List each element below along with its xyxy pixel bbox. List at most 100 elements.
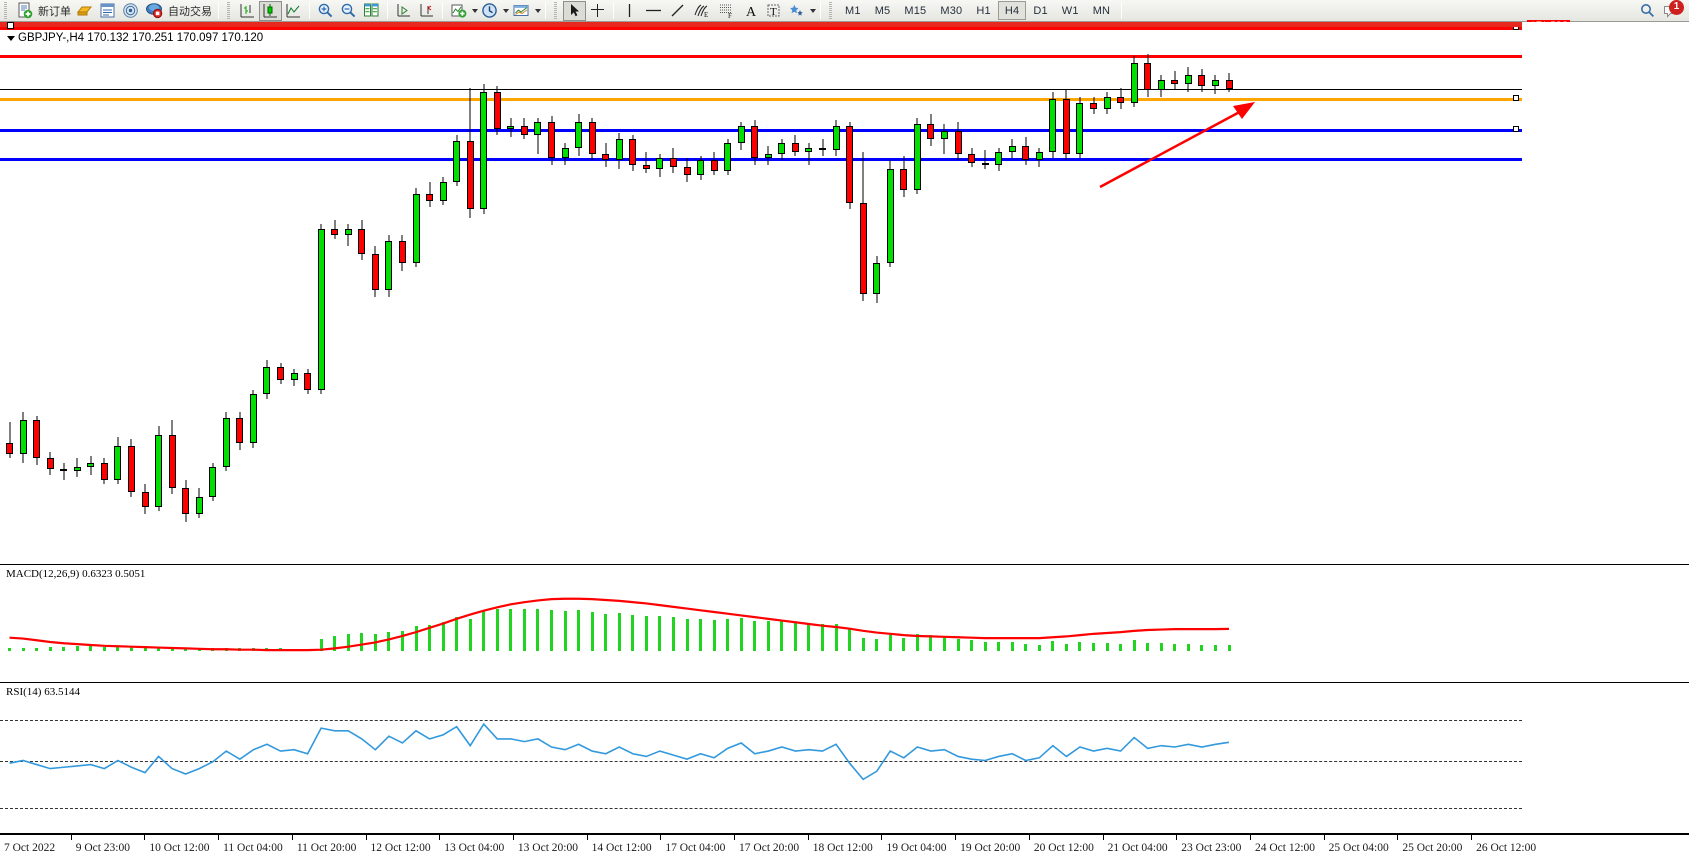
timeframe-m15[interactable]: M15 (904, 4, 927, 17)
candle-body-bullish (453, 141, 461, 182)
candle-body-bullish (222, 417, 230, 467)
price-level-line[interactable] (0, 89, 1522, 91)
candlestick (141, 22, 149, 564)
price-panel[interactable]: GBPJPY-,H4 170.132 170.251 170.097 170.1… (0, 22, 1689, 565)
indicators-caret-icon[interactable] (472, 8, 478, 13)
text-label-tool-button[interactable]: T (762, 1, 785, 21)
candle-body-bearish (981, 162, 989, 165)
indicators-button[interactable] (447, 1, 470, 21)
timeframe-m1[interactable]: M1 (845, 4, 861, 17)
macd-plot-area[interactable] (0, 565, 1522, 682)
time-axis[interactable]: 7 Oct 2022 9 Oct 23:00 10 Oct 12:00 11 Oct … (0, 834, 1689, 860)
toolbar-grip[interactable] (3, 1, 10, 20)
timeframe-m30[interactable]: M30 (940, 4, 963, 17)
rsi-panel[interactable]: RSI(14) 63.5144 (0, 683, 1689, 834)
candle-body-bearish (900, 168, 908, 191)
shapes-tool-button[interactable] (785, 1, 808, 21)
macd-histogram-bar (306, 648, 310, 651)
price-plot-area[interactable] (0, 22, 1522, 564)
candlestick-chart-button[interactable] (259, 0, 282, 21)
macd-histogram-bar (482, 609, 486, 651)
rsi-plot-area[interactable] (0, 683, 1522, 833)
macd-histogram-bar (292, 648, 296, 651)
candlestick (1157, 22, 1165, 564)
new-order-button[interactable] (13, 1, 36, 21)
macd-histogram-bar (1173, 643, 1177, 651)
gold-bar-icon (76, 6, 93, 16)
toolbar-grip-4[interactable] (828, 1, 835, 20)
price-level-line[interactable] (0, 128, 1522, 132)
auto-scroll-button[interactable] (392, 1, 415, 21)
templates-caret-icon[interactable] (535, 8, 541, 13)
equidistant-channel-tool-button[interactable]: E (689, 1, 714, 21)
search-button[interactable] (1636, 1, 1659, 21)
chart-canvas-area[interactable]: 171.250170.530169.810169.090168.370167.6… (0, 20, 1689, 860)
terminal-button[interactable] (96, 1, 119, 21)
toolbar-grip-3[interactable] (553, 1, 560, 20)
candle-body-bearish (859, 203, 867, 295)
trendline-tool-button[interactable] (666, 1, 689, 21)
horizontal-line-tool-button[interactable] (641, 1, 666, 21)
level-drag-handle[interactable] (1513, 125, 1519, 132)
macd-histogram-bar (170, 647, 174, 651)
notifications-button[interactable]: 1 (1659, 0, 1684, 21)
macd-histogram-bar (617, 612, 621, 651)
zoom-out-button[interactable] (337, 1, 360, 21)
object-handle[interactable] (7, 22, 14, 29)
tile-windows-button[interactable] (360, 1, 383, 21)
chart-shift-button[interactable] (415, 1, 438, 21)
candle-body-bullish (249, 394, 257, 444)
macd-panel[interactable]: MACD(12,26,9) 0.6323 0.5051 (0, 565, 1689, 683)
timeframe-h4[interactable]: H4 (997, 1, 1027, 20)
time-axis-label: 9 Oct 23:00 (75, 842, 131, 854)
shapes-caret-icon[interactable] (810, 8, 816, 13)
macd-histogram-bar (956, 638, 960, 651)
candle-wick (645, 151, 647, 174)
time-axis-label: 17 Oct 04:00 (665, 842, 726, 854)
auto-trading-button[interactable] (142, 1, 166, 21)
cursor-tool-button[interactable] (563, 0, 586, 21)
crosshair-tool-button[interactable] (586, 1, 609, 21)
time-axis-label: 18 Oct 12:00 (812, 842, 873, 854)
timeframe-mn[interactable]: MN (1092, 4, 1111, 17)
price-level-line[interactable] (0, 97, 1522, 101)
price-level-line[interactable] (0, 55, 1522, 59)
macd-histogram-bar (157, 647, 161, 651)
line-chart-button[interactable] (282, 1, 305, 21)
time-axis-label: 14 Oct 12:00 (591, 842, 652, 854)
vertical-line-tool-button[interactable] (618, 1, 641, 21)
signals-button[interactable] (119, 1, 142, 21)
timeframe-h1[interactable]: H1 (976, 4, 991, 17)
fibonacci-tool-button[interactable]: F (714, 1, 739, 21)
time-axis-tick (881, 835, 883, 840)
candle-wick (808, 143, 810, 165)
candle-body-bullish (73, 466, 81, 472)
candlestick (1198, 22, 1206, 564)
timeframe-w1[interactable]: W1 (1061, 4, 1079, 17)
pending-orders-button[interactable] (73, 1, 96, 21)
candle-body-bearish (466, 141, 474, 210)
candlestick (195, 22, 203, 564)
zoom-in-button[interactable] (314, 1, 337, 21)
toolbar-grip-2[interactable] (226, 1, 233, 20)
templates-button[interactable] (509, 1, 533, 21)
candlestick (534, 22, 542, 564)
chart-collapse-caret-icon[interactable] (7, 36, 15, 41)
timeframe-m5[interactable]: M5 (874, 4, 891, 17)
macd-histogram-bar (563, 611, 567, 651)
bar-chart-button[interactable] (236, 1, 259, 21)
periods-caret-icon[interactable] (503, 8, 509, 13)
timeframe-d1[interactable]: D1 (1033, 4, 1048, 17)
periods-button[interactable] (478, 1, 501, 21)
candlestick (439, 22, 447, 564)
price-level-line[interactable] (0, 157, 1522, 161)
candle-body-bullish (805, 147, 813, 152)
price-level-line[interactable] (0, 27, 1522, 30)
candlestick (1035, 22, 1043, 564)
candle-body-bearish (60, 468, 68, 472)
candlestick (236, 22, 244, 564)
level-drag-handle[interactable] (1513, 94, 1519, 101)
macd-histogram-bar (211, 648, 215, 651)
macd-histogram-bar (550, 610, 553, 651)
text-tool-button[interactable]: A (739, 1, 762, 21)
